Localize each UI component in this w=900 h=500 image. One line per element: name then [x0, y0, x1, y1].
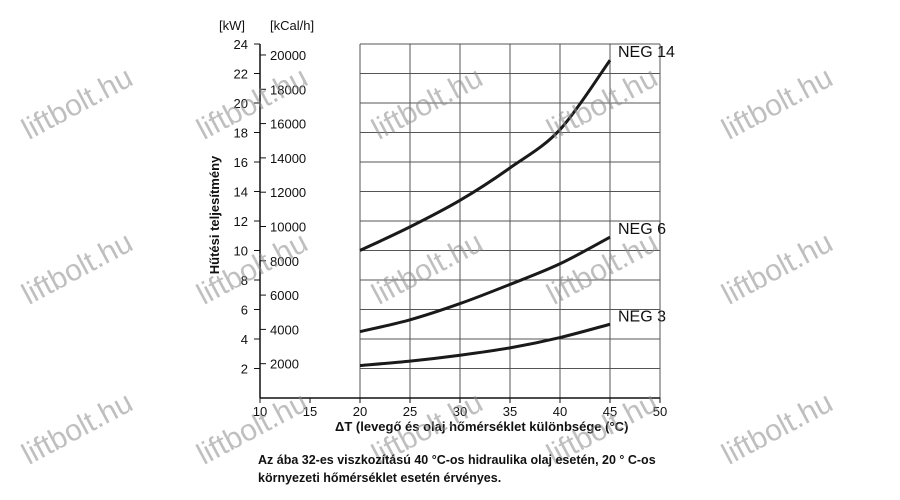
y-tick-label-kcal: 20000	[270, 48, 306, 63]
y-tick-label-kw: 4	[241, 332, 248, 347]
y-tick-label-kw: 2	[241, 362, 248, 377]
y-tick-label-kcal: 14000	[270, 151, 306, 166]
x-tick-label: 35	[503, 404, 517, 419]
y-axis-title: Hűtési teljesítmény	[207, 155, 222, 274]
watermark-text: liftbolt.hu	[17, 61, 139, 147]
y-unit-right: [kCal/h]	[270, 18, 314, 33]
watermark-text: liftbolt.hu	[717, 386, 839, 472]
x-tick-label: 50	[653, 404, 667, 419]
y-tick-label-kw: 20	[234, 96, 248, 111]
chart-footnote: Az ába 32-es viszkozítású 40 °C-os hidra…	[258, 453, 656, 485]
series-line-neg-3	[359, 322, 611, 368]
y-tick-label-kw: 6	[241, 303, 248, 318]
y-tick-label-kcal: 18000	[270, 82, 306, 97]
watermarks: liftbolt.hu liftbolt.hu liftbolt.hu liftbol…	[17, 61, 839, 472]
series-labels: NEG 14 NEG 6 NEG 3	[618, 44, 675, 325]
y-tick-label-kcal: 6000	[270, 288, 299, 303]
series-label-neg-14: NEG 14	[618, 44, 675, 61]
y-tick-label-kcal: 8000	[270, 254, 299, 269]
x-tick-label: 40	[553, 404, 567, 419]
series-line-neg-6	[359, 235, 611, 334]
series-label-neg-3: NEG 3	[618, 308, 666, 325]
series-line-neg-14	[359, 59, 612, 252]
y-tick-label-kcal: 16000	[270, 117, 306, 132]
x-tick-label: 10	[253, 404, 267, 419]
x-tick-label: 15	[303, 404, 317, 419]
y-tick-label-kw: 22	[234, 67, 248, 82]
y-tick-label-kw: 14	[234, 185, 248, 200]
series-lines	[359, 59, 612, 368]
x-axis-title: ΔT (levegő és olaj hőmérséklet különbség…	[335, 419, 628, 434]
x-tick-label: 25	[403, 404, 417, 419]
tick-labels: 10 15 20 25 30 35 40 45 502468101214161820222420…	[234, 37, 668, 419]
y-tick-label-kw: 24	[234, 37, 248, 52]
y-tick-label-kcal: 12000	[270, 185, 306, 200]
y-tick-label-kcal: 2000	[270, 357, 299, 372]
y-tick-label-kcal: 4000	[270, 322, 299, 337]
x-tick-label: 45	[603, 404, 617, 419]
watermark-text: liftbolt.hu	[717, 61, 839, 147]
y-tick-label-kw: 8	[241, 273, 248, 288]
y-tick-label-kcal: 10000	[270, 219, 306, 234]
x-tick-label: 20	[353, 404, 367, 419]
series-label-neg-6: NEG 6	[618, 221, 666, 238]
watermark-text: liftbolt.hu	[17, 226, 139, 312]
y-tick-label-kw: 10	[234, 244, 248, 259]
watermark-text: liftbolt.hu	[192, 61, 314, 147]
y-unit-left: [kW]	[219, 18, 245, 33]
y-tick-label-kw: 18	[234, 126, 248, 141]
y-tick-label-kw: 16	[234, 155, 248, 170]
x-tick-label: 30	[453, 404, 467, 419]
watermark-text: liftbolt.hu	[717, 226, 839, 312]
grid-lines	[359, 43, 661, 398]
y-tick-label-kw: 12	[234, 214, 248, 229]
watermark-text: liftbolt.hu	[17, 386, 139, 472]
